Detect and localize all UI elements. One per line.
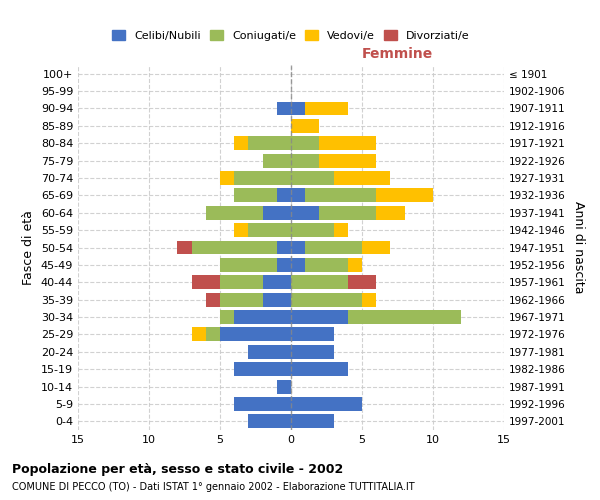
Bar: [277, 188, 291, 202]
Bar: [291, 310, 348, 324]
Bar: [291, 136, 319, 150]
Bar: [248, 345, 291, 358]
Bar: [319, 154, 376, 168]
Text: Popolazione per età, sesso e stato civile - 2002: Popolazione per età, sesso e stato civil…: [12, 462, 343, 475]
Bar: [291, 414, 334, 428]
Bar: [319, 206, 376, 220]
Bar: [220, 276, 263, 289]
Bar: [291, 206, 319, 220]
Bar: [234, 310, 291, 324]
Bar: [206, 292, 220, 306]
Bar: [348, 276, 376, 289]
Bar: [291, 328, 334, 342]
Bar: [334, 223, 348, 237]
Bar: [305, 240, 362, 254]
Bar: [234, 136, 248, 150]
Bar: [248, 414, 291, 428]
Bar: [191, 240, 277, 254]
Bar: [206, 328, 220, 342]
Bar: [263, 276, 291, 289]
Bar: [291, 188, 305, 202]
Bar: [206, 206, 263, 220]
Bar: [178, 240, 191, 254]
Bar: [277, 240, 291, 254]
Text: Femmine: Femmine: [362, 48, 433, 62]
Bar: [234, 188, 277, 202]
Bar: [220, 171, 234, 185]
Bar: [305, 258, 348, 272]
Bar: [376, 188, 433, 202]
Legend: Celibi/Nubili, Coniugati/e, Vedovi/e, Divorziati/e: Celibi/Nubili, Coniugati/e, Vedovi/e, Di…: [109, 27, 473, 44]
Bar: [263, 154, 291, 168]
Bar: [248, 223, 291, 237]
Bar: [291, 119, 319, 133]
Bar: [291, 258, 305, 272]
Bar: [234, 397, 291, 411]
Bar: [220, 292, 263, 306]
Bar: [291, 240, 305, 254]
Y-axis label: Anni di nascita: Anni di nascita: [572, 201, 585, 294]
Bar: [291, 345, 334, 358]
Bar: [348, 310, 461, 324]
Bar: [362, 292, 376, 306]
Bar: [191, 328, 206, 342]
Bar: [334, 171, 391, 185]
Bar: [305, 102, 348, 116]
Bar: [220, 328, 291, 342]
Bar: [319, 136, 376, 150]
Bar: [220, 310, 234, 324]
Bar: [291, 292, 362, 306]
Bar: [291, 171, 334, 185]
Bar: [220, 258, 277, 272]
Bar: [234, 362, 291, 376]
Bar: [263, 206, 291, 220]
Bar: [277, 102, 291, 116]
Bar: [291, 223, 334, 237]
Bar: [291, 154, 319, 168]
Bar: [305, 188, 376, 202]
Bar: [348, 258, 362, 272]
Bar: [291, 102, 305, 116]
Bar: [234, 171, 291, 185]
Bar: [362, 240, 391, 254]
Bar: [291, 397, 362, 411]
Bar: [291, 276, 348, 289]
Bar: [376, 206, 404, 220]
Bar: [248, 136, 291, 150]
Y-axis label: Fasce di età: Fasce di età: [22, 210, 35, 285]
Bar: [291, 362, 348, 376]
Bar: [234, 223, 248, 237]
Bar: [277, 258, 291, 272]
Bar: [277, 380, 291, 394]
Text: COMUNE DI PECCO (TO) - Dati ISTAT 1° gennaio 2002 - Elaborazione TUTTITALIA.IT: COMUNE DI PECCO (TO) - Dati ISTAT 1° gen…: [12, 482, 415, 492]
Bar: [191, 276, 220, 289]
Bar: [263, 292, 291, 306]
